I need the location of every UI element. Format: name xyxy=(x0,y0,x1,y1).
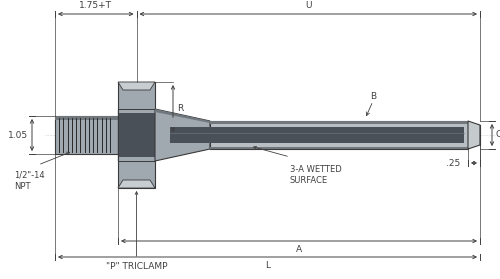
Polygon shape xyxy=(155,109,210,123)
Text: 1.05: 1.05 xyxy=(8,131,28,140)
Text: R: R xyxy=(177,104,183,113)
Text: "P" TRICLAMP: "P" TRICLAMP xyxy=(106,262,167,271)
Text: .25: .25 xyxy=(446,158,460,167)
Polygon shape xyxy=(55,116,118,154)
Polygon shape xyxy=(155,109,210,161)
Polygon shape xyxy=(118,82,155,188)
Text: 1.75+T: 1.75+T xyxy=(79,1,112,10)
Polygon shape xyxy=(118,113,155,157)
Polygon shape xyxy=(170,127,464,143)
Polygon shape xyxy=(118,180,155,188)
Text: 1/2"-14
NPT: 1/2"-14 NPT xyxy=(14,171,44,191)
Text: U: U xyxy=(305,1,312,10)
Polygon shape xyxy=(210,121,468,149)
Polygon shape xyxy=(468,121,480,149)
Text: 3-A WETTED
SURFACE: 3-A WETTED SURFACE xyxy=(290,165,342,185)
Polygon shape xyxy=(118,82,155,90)
Text: Q: Q xyxy=(495,131,500,140)
Text: A: A xyxy=(296,245,302,254)
Text: L: L xyxy=(265,261,270,270)
Polygon shape xyxy=(170,143,210,153)
Polygon shape xyxy=(210,121,468,124)
Polygon shape xyxy=(55,116,118,120)
Polygon shape xyxy=(210,147,468,149)
Polygon shape xyxy=(170,117,210,127)
Text: B: B xyxy=(370,92,376,101)
